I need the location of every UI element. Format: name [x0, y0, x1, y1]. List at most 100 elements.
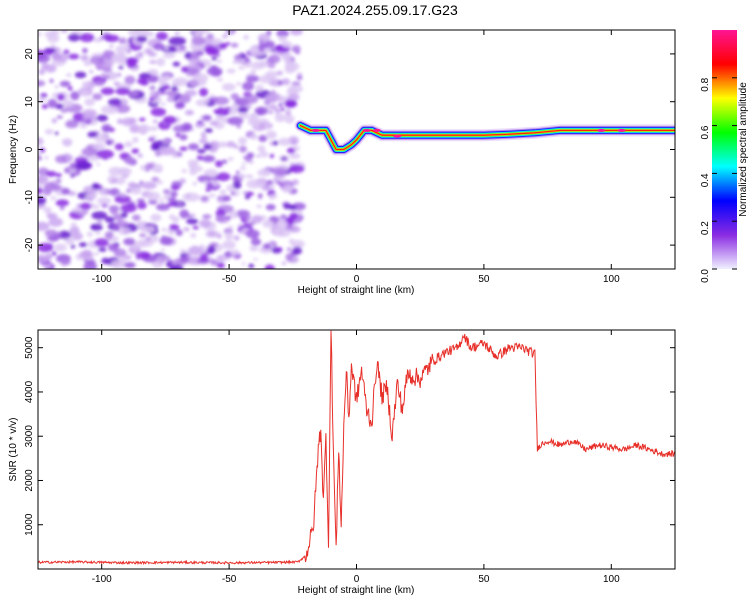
spectrogram-noise-cell [286, 147, 296, 154]
colorbar-tick-label: 0.2 [700, 221, 711, 235]
spectrogram-noise-cell [70, 91, 80, 101]
spectrogram-noise-cell [62, 99, 74, 108]
spectrogram-noise-cell [241, 81, 255, 91]
spectrogram-ridge-peak [311, 128, 320, 132]
spectrogram-noise-cell [57, 230, 72, 239]
spectrogram-noise-cell [136, 35, 148, 43]
spectrogram-noise-cell [157, 145, 176, 156]
spectrogram-noise-cell [162, 195, 168, 199]
spectrogram-noise-cell [94, 80, 105, 87]
spectrogram-noise-cell [164, 46, 169, 51]
spectrogram-noise-cell [43, 206, 52, 214]
spectrogram-noise-cell [78, 250, 93, 259]
spectrogram-noise-cell [38, 242, 54, 253]
spectrogram-noise-cell [276, 70, 284, 76]
spectrogram-noise-cell [138, 124, 150, 134]
snr-ytick-label: 2000 [24, 469, 35, 492]
spectrogram-noise-cell [239, 166, 247, 171]
spectrogram-noise-cell [154, 92, 159, 96]
spectrogram-ylabel: Frequency (Hz) [8, 115, 19, 184]
spectrogram-noise-cell [51, 118, 58, 124]
spectrogram-noise-cell [130, 185, 142, 195]
spectrogram-noise-cell [297, 210, 303, 215]
spectrogram-noise-cell [179, 256, 191, 263]
spectrogram-noise-cell [154, 252, 158, 256]
snr-ytick-label: 5000 [24, 336, 35, 359]
spectrogram-noise-cell [95, 149, 114, 159]
spectrogram-noise-cell [91, 211, 108, 220]
spectrogram-noise-cell [186, 73, 192, 77]
spectrogram-noise-cell [131, 148, 140, 154]
spectrogram-noise-cell [163, 189, 171, 195]
spectrogram-noise-cell [171, 81, 181, 87]
spectrogram-noise-cell [129, 124, 141, 134]
spectrogram-noise-cell [84, 98, 95, 106]
spectrogram-noise-cell [48, 217, 64, 227]
spectrogram-noise-cell [50, 196, 57, 201]
spectrogram-noise-cell [227, 116, 244, 126]
spectrogram-noise-cell [46, 50, 52, 56]
spectrogram-xtick-label: -100 [92, 274, 112, 285]
spectrogram-noise-cell [226, 68, 236, 74]
spectrogram-noise-cell [276, 30, 289, 38]
spectrogram-noise-cell [149, 86, 154, 90]
spectrogram-noise-cell [47, 98, 58, 109]
spectrogram-noise-cell [269, 196, 274, 201]
spectrogram-noise-cell [200, 135, 208, 139]
spectrogram-noise-cell [189, 165, 203, 173]
spectrogram-noise-cell [213, 96, 230, 106]
snr-panel: -100 -50 0 50 100 1000 2000 3000 4000 5000 Heigh… [8, 329, 676, 596]
spectrogram-ridge-layer [299, 124, 675, 151]
colorbar-label: Normalized spectral amplitude [738, 82, 749, 217]
spectrogram-noise-cell [49, 78, 54, 83]
spectrogram-noise-cell [92, 93, 103, 101]
spectrogram-noise-cell [268, 110, 273, 114]
spectrogram-noise-cell [250, 238, 262, 246]
spectrogram-noise-cell [160, 102, 167, 106]
spectrogram-noise-cell [263, 47, 273, 53]
spectrogram-noise-cell [181, 66, 189, 73]
spectrogram-noise-cell [221, 159, 228, 164]
spectrogram-noise-cell [236, 81, 242, 86]
spectrogram-noise-cell [210, 259, 219, 266]
spectrogram-noise-cell [200, 131, 206, 137]
spectrogram-noise-cell [65, 154, 73, 162]
spectrogram-noise-cell [100, 87, 115, 96]
spectrogram-noise-cell [202, 114, 212, 121]
spectrogram-noise-cell [51, 251, 57, 256]
spectrogram-noise-cell [96, 114, 108, 122]
spectrogram-noise-cell [249, 245, 259, 252]
spectrogram-noise-cell [99, 189, 107, 196]
spectrogram-noise-cell [38, 221, 50, 231]
spectrogram-noise-cell [206, 33, 214, 39]
spectrogram-noise-cell [38, 186, 43, 195]
spectrogram-noise-cell [179, 134, 188, 141]
spectrogram-noise-cell [139, 117, 146, 122]
spectrogram-noise-cell [68, 53, 80, 60]
spectrogram-noise-cell [179, 45, 187, 50]
spectrogram-noise-cell [176, 201, 183, 207]
spectrogram-noise-cell [246, 152, 255, 159]
spectrogram-noise-cell [258, 39, 265, 44]
spectrogram-noise-cell [203, 180, 208, 184]
spectrogram-noise-cell [278, 35, 287, 43]
spectrogram-noise-cell [230, 191, 235, 196]
spectrogram-xtick-label: 0 [354, 274, 360, 285]
spectrogram-noise-cell [74, 71, 87, 79]
spectrogram-noise-cell [238, 66, 245, 70]
spectrogram-noise-cell [198, 219, 212, 228]
spectrogram-noise-cell [103, 75, 111, 79]
spectrogram-noise-cell [79, 121, 86, 125]
spectrogram-noise-cell [256, 154, 261, 158]
spectrogram-noise-cell [38, 156, 42, 161]
spectrogram-noise-cell [71, 207, 80, 213]
spectrogram-noise-cell [286, 247, 292, 252]
spectrogram-noise-cell [78, 242, 88, 248]
spectrogram-noise-cell [281, 184, 293, 193]
spectrogram-noise-cell [124, 156, 135, 165]
spectrogram-noise-cell [148, 199, 158, 205]
spectrogram-noise-cell [150, 213, 162, 222]
spectrogram-noise-cell [70, 244, 76, 249]
spectrogram-noise-cell [162, 52, 176, 59]
spectrogram-noise-cell [150, 143, 161, 151]
